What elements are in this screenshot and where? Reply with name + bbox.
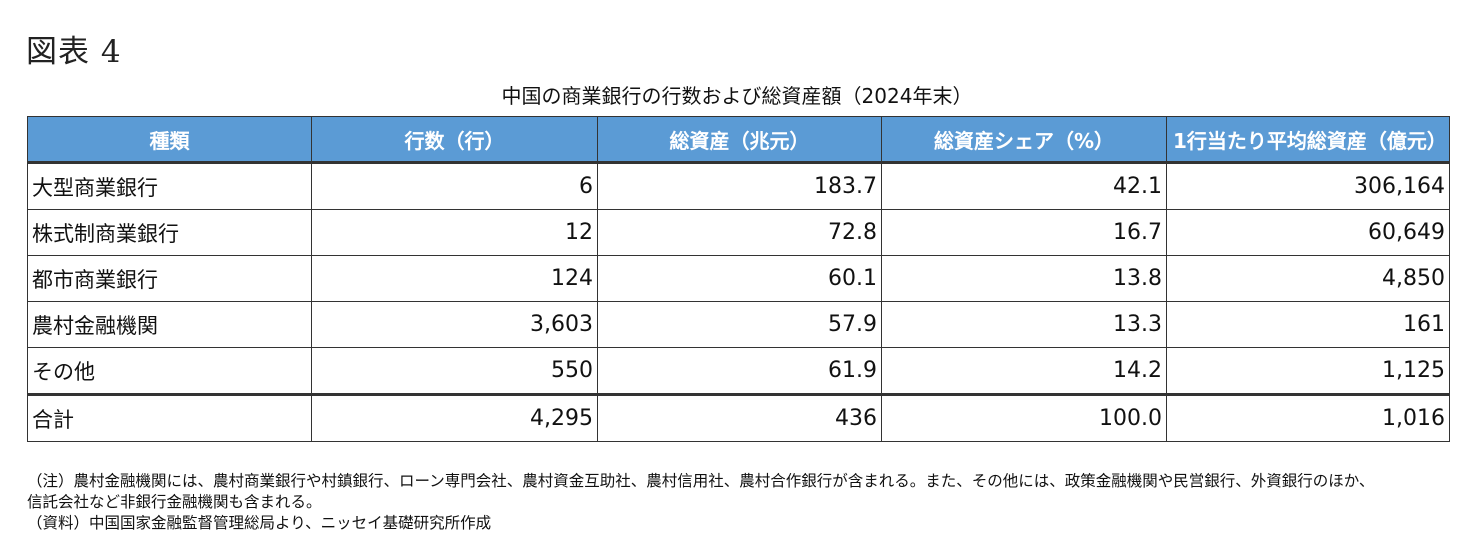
row-total-assets: 57.9 xyxy=(597,301,882,348)
note-line: 信託会社など非銀行金融機関も含まれる。 xyxy=(27,493,322,511)
header-avg-assets: 1行当たり平均総資産（億元） xyxy=(1166,116,1450,163)
table-row: 株式制商業銀行 12 72.8 16.7 60,649 xyxy=(27,209,1450,256)
row-asset-share: 14.2 xyxy=(881,347,1167,395)
row-total-assets: 72.8 xyxy=(597,209,882,256)
total-row: 合計 4,295 436 100.0 1,016 xyxy=(27,393,1450,442)
table-row: 都市商業銀行 124 60.1 13.8 4,850 xyxy=(27,255,1450,302)
row-avg-assets: 1,125 xyxy=(1166,347,1450,395)
row-bank-count: 4,295 xyxy=(311,393,598,442)
bank-table: 種類 行数（行） 総資産（兆元） 総資産シェア（%） 1行当たり平均総資産（億元… xyxy=(27,116,1450,442)
table-row: 農村金融機関 3,603 57.9 13.3 161 xyxy=(27,301,1450,348)
row-total-assets: 436 xyxy=(597,393,882,442)
figure-label: 図表 4 xyxy=(26,34,122,70)
row-bank-count: 124 xyxy=(311,255,598,302)
row-asset-share: 16.7 xyxy=(881,209,1167,256)
table-row: その他 550 61.9 14.2 1,125 xyxy=(27,347,1450,395)
row-bank-count: 550 xyxy=(311,347,598,395)
footnotes: （注）農村金融機関には、農村商業銀行や村鎮銀行、ローン専門会社、農村資金互助社、… xyxy=(27,471,1457,534)
header-asset-share: 総資産シェア（%） xyxy=(881,116,1167,163)
table-title: 中国の商業銀行の行数および総資産額（2024年末） xyxy=(501,84,973,108)
row-bank-count: 6 xyxy=(311,162,598,210)
row-total-assets: 183.7 xyxy=(597,162,882,210)
row-asset-share: 100.0 xyxy=(881,393,1167,442)
row-avg-assets: 306,164 xyxy=(1166,162,1450,210)
row-name: その他 xyxy=(27,347,312,395)
row-name: 大型商業銀行 xyxy=(27,162,312,210)
row-avg-assets: 60,649 xyxy=(1166,209,1450,256)
source-line: （資料）中国国家金融監督管理総局より、ニッセイ基礎研究所作成 xyxy=(27,514,492,532)
row-avg-assets: 161 xyxy=(1166,301,1450,348)
header-total-assets: 総資産（兆元） xyxy=(597,116,882,163)
row-bank-count: 3,603 xyxy=(311,301,598,348)
row-bank-count: 12 xyxy=(311,209,598,256)
header-row: 種類 行数（行） 総資産（兆元） 総資産シェア（%） 1行当たり平均総資産（億元… xyxy=(27,116,1450,163)
row-asset-share: 13.3 xyxy=(881,301,1167,348)
row-name: 都市商業銀行 xyxy=(27,255,312,302)
row-name: 合計 xyxy=(27,393,312,442)
row-total-assets: 61.9 xyxy=(597,347,882,395)
row-avg-assets: 1,016 xyxy=(1166,393,1450,442)
note-line: （注）農村金融機関には、農村商業銀行や村鎮銀行、ローン専門会社、農村資金互助社、… xyxy=(27,472,1375,490)
row-name: 農村金融機関 xyxy=(27,301,312,348)
row-asset-share: 42.1 xyxy=(881,162,1167,210)
header-bank-count: 行数（行） xyxy=(311,116,598,163)
row-asset-share: 13.8 xyxy=(881,255,1167,302)
header-type: 種類 xyxy=(27,116,312,163)
row-total-assets: 60.1 xyxy=(597,255,882,302)
table-row: 大型商業銀行 6 183.7 42.1 306,164 xyxy=(27,162,1450,210)
row-name: 株式制商業銀行 xyxy=(27,209,312,256)
row-avg-assets: 4,850 xyxy=(1166,255,1450,302)
